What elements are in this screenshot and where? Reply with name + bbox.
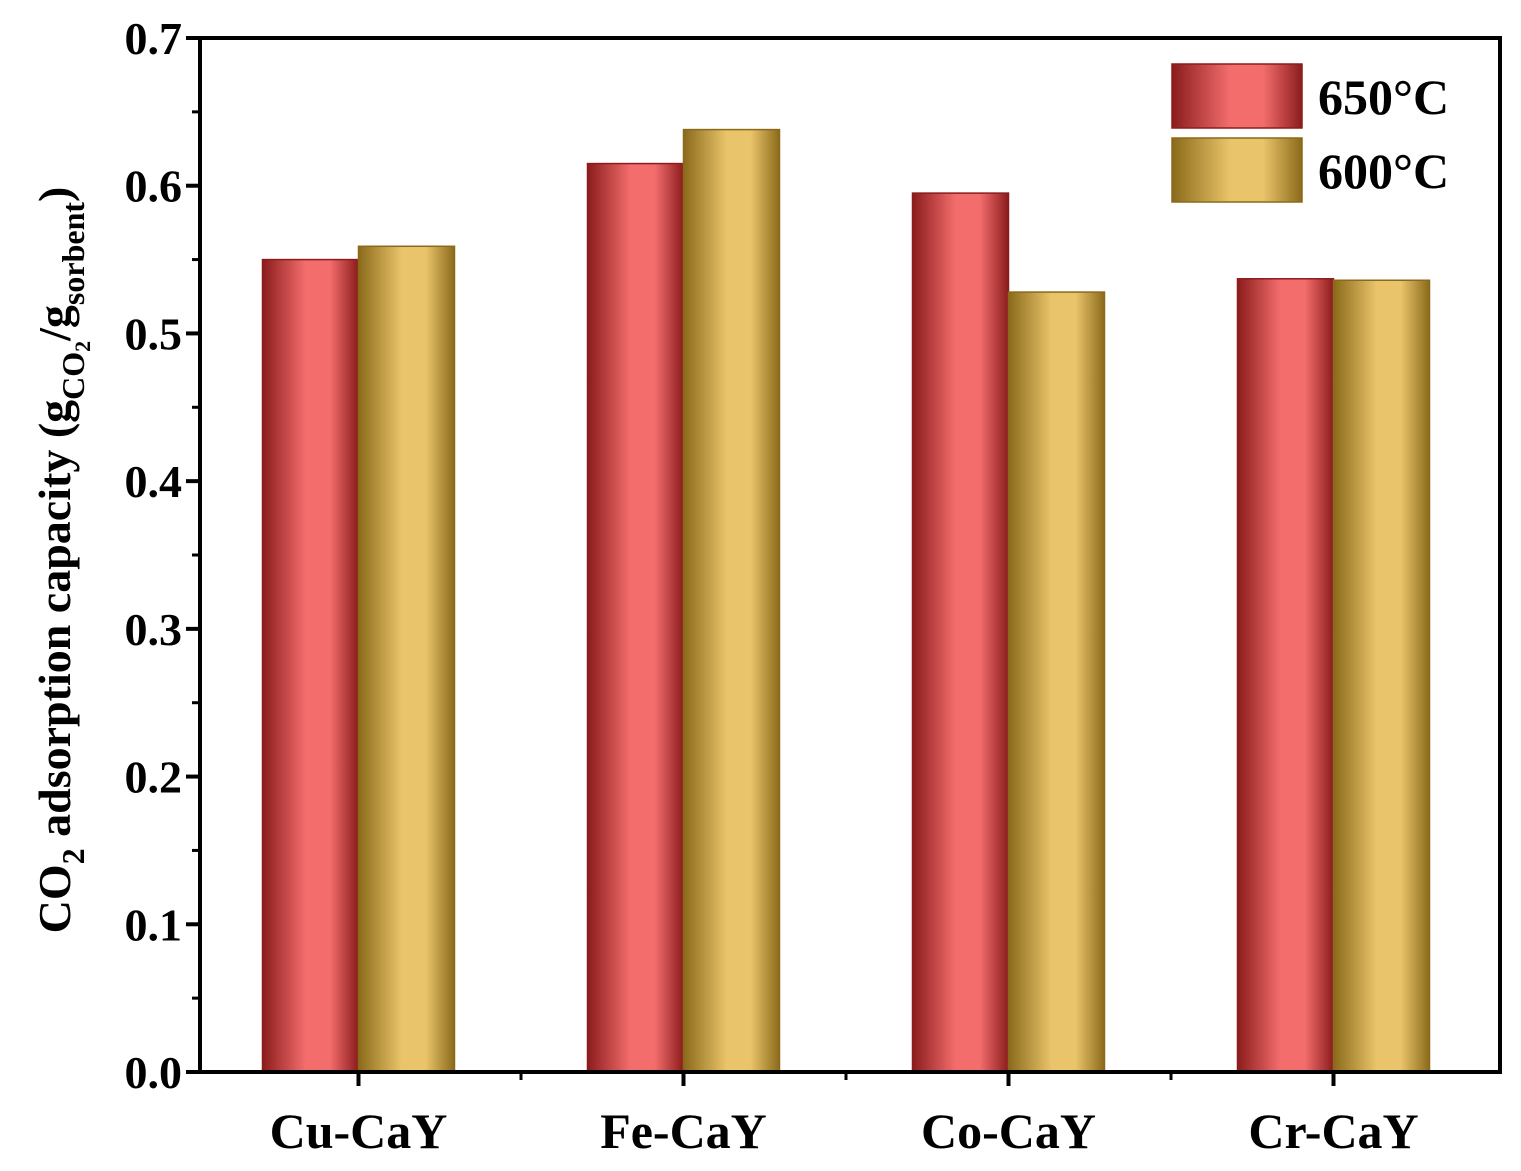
bars-layer	[261, 128, 1431, 1073]
bar-cu-cay-series-1	[357, 245, 456, 1073]
legend-swatch	[1171, 63, 1303, 129]
y-tick-label: 0.2	[125, 752, 183, 803]
x-tick-label: Co-CaY	[921, 1103, 1096, 1159]
bar-fe-cay-series-1	[682, 128, 781, 1073]
x-tick-label: Cr-CaY	[1248, 1103, 1418, 1159]
y-axis-title: CO2 adsorption capacity (gCO2/gsorbent)	[29, 187, 95, 934]
bar-fe-cay-series-0	[586, 162, 685, 1073]
y-tick-label: 0.7	[125, 13, 183, 64]
legend-swatch	[1171, 137, 1303, 203]
bar-co-cay-series-0	[911, 192, 1010, 1073]
legend-label: 600°C	[1318, 143, 1449, 199]
y-tick-label: 0.4	[125, 456, 183, 507]
bar-cr-cay-series-0	[1236, 278, 1335, 1073]
bar-cr-cay-series-1	[1332, 279, 1431, 1073]
x-tick-label: Fe-CaY	[600, 1103, 767, 1159]
x-tick-label: Cu-CaY	[270, 1103, 448, 1159]
bar-cu-cay-series-0	[261, 258, 360, 1073]
y-tick-label: 0.5	[125, 308, 183, 359]
y-tick-label: 0.0	[125, 1047, 183, 1098]
axes-layer: 0.0 0.1 0.2 0.3 0.4 0.5 0.6 0.7 Cu-CaY Fe-CaY Co-C…	[125, 13, 1502, 1159]
y-tick-label: 0.3	[125, 604, 183, 655]
legend-label: 650°C	[1318, 69, 1449, 125]
y-tick-label: 0.6	[125, 161, 183, 212]
y-tick-label: 0.1	[125, 899, 183, 950]
legend: 650°C 600°C	[1171, 63, 1449, 203]
bar-co-cay-series-1	[1007, 291, 1106, 1073]
